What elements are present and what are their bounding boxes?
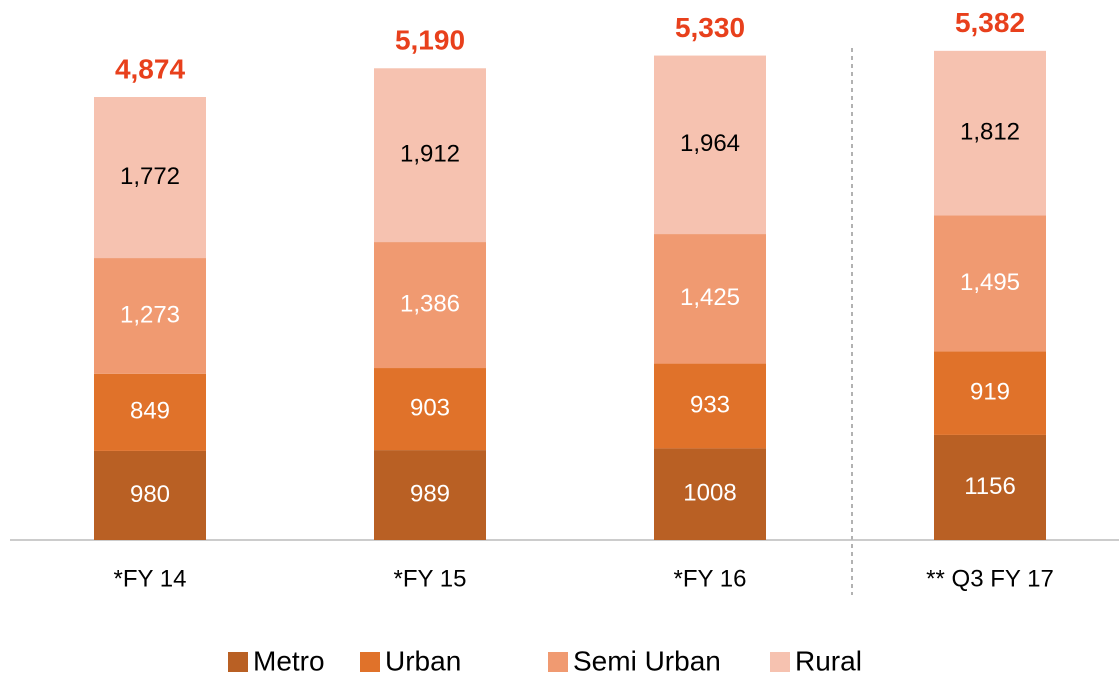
x-tick-label: *FY 14 (114, 565, 187, 592)
data-label: 849 (130, 398, 170, 425)
legend-label: Rural (795, 645, 862, 676)
legend-label: Urban (385, 645, 461, 676)
bar-segment (654, 234, 766, 364)
bar-segment (934, 215, 1046, 352)
legend-swatch (770, 652, 790, 672)
legend-label: Metro (253, 645, 325, 676)
bar-segment (374, 368, 486, 451)
data-label: 989 (410, 480, 450, 507)
data-label: 1,812 (960, 119, 1020, 146)
x-tick-label: *FY 16 (674, 565, 747, 592)
bar-segment (934, 434, 1046, 540)
bar-segment (934, 351, 1046, 435)
total-label: 5,190 (395, 25, 465, 56)
data-label: 903 (410, 394, 450, 421)
data-label: 1,964 (680, 130, 740, 157)
data-label: 1,772 (120, 163, 180, 190)
total-label: 5,330 (675, 12, 745, 43)
data-label: 1,273 (120, 301, 180, 328)
x-tick-label: *FY 15 (394, 565, 467, 592)
data-label: 933 (690, 391, 730, 418)
data-label: 1,425 (680, 284, 740, 311)
bar-segment (374, 242, 486, 369)
x-tick-label: ** Q3 FY 17 (926, 565, 1054, 592)
data-label: 1156 (964, 473, 1016, 500)
bar-segment (94, 450, 206, 540)
data-label: 980 (130, 481, 170, 508)
data-label: 1,386 (400, 290, 460, 317)
legend-swatch (548, 652, 568, 672)
data-label: 1008 (683, 480, 736, 507)
bar-segment (374, 450, 486, 540)
bar-segment (94, 258, 206, 374)
legend-swatch (228, 652, 248, 672)
legend-label: Semi Urban (573, 645, 721, 676)
total-label: 5,382 (955, 7, 1025, 38)
total-label: 4,874 (115, 53, 185, 84)
data-label: 1,495 (960, 269, 1020, 296)
legend-swatch (360, 652, 380, 672)
bar-segment (654, 55, 766, 235)
bar-segment (654, 448, 766, 540)
data-label: 919 (970, 379, 1010, 406)
bar-segment (94, 97, 206, 259)
data-label: 1,912 (400, 141, 460, 168)
bar-segment (94, 373, 206, 451)
bar-segment (374, 68, 486, 243)
bar-segment (654, 363, 766, 449)
bar-segment (934, 50, 1046, 216)
